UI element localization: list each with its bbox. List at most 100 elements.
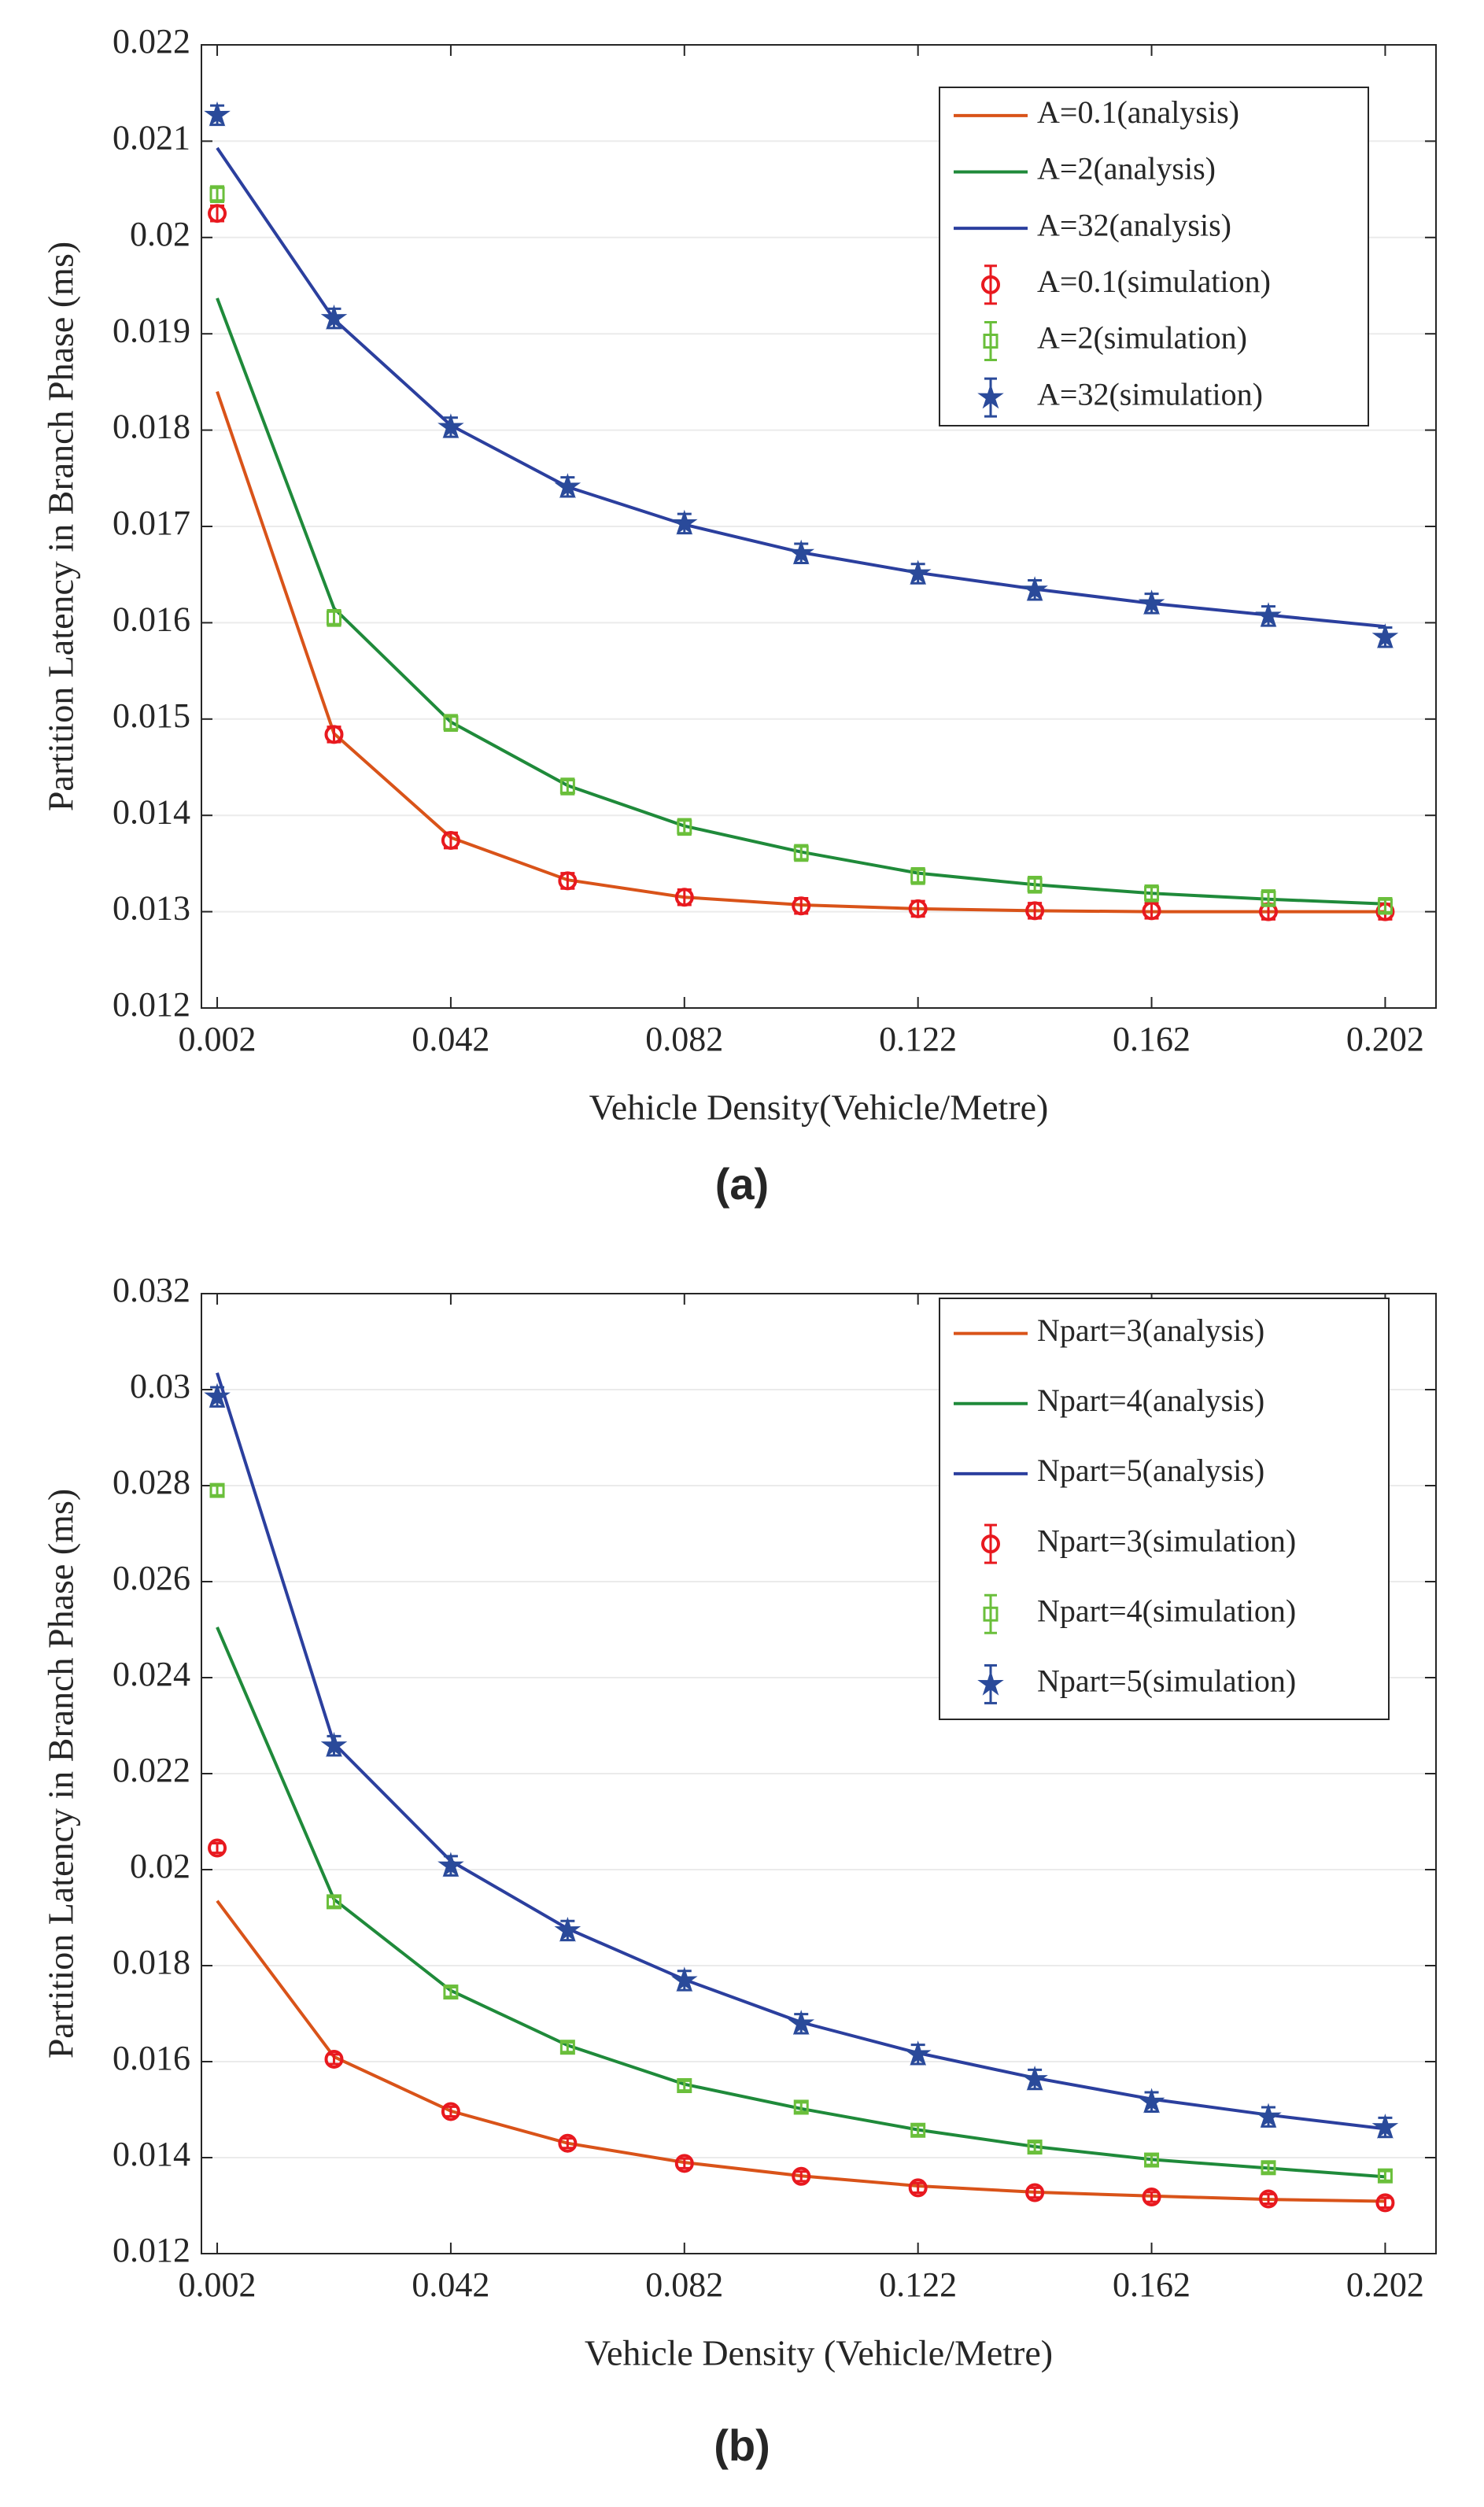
marker — [324, 725, 344, 744]
x-tick-label: 0.122 — [879, 2265, 957, 2304]
marker — [793, 2099, 809, 2115]
marker — [983, 1606, 999, 1622]
marker — [209, 1482, 225, 1498]
marker — [792, 896, 811, 916]
marker — [320, 304, 348, 330]
error-bar — [1028, 2140, 1043, 2154]
marker — [209, 186, 225, 202]
legend-label: Npart=4(simulation) — [1037, 1593, 1296, 1628]
marker — [558, 871, 578, 891]
marker — [793, 845, 809, 861]
y-tick-label: 0.032 — [113, 1271, 190, 1309]
marker — [674, 888, 694, 907]
x-tick-label: 0.122 — [879, 1020, 957, 1058]
y-tick-label: 0.012 — [113, 985, 190, 1024]
y-axis-label: Partition Latency in Branch Phase (ms) — [41, 1489, 81, 2058]
marker — [441, 831, 460, 851]
error-bar — [210, 1484, 225, 1497]
y-tick-label: 0.019 — [113, 311, 190, 349]
plot-frame — [201, 1293, 1437, 2254]
legend-box — [939, 87, 1369, 426]
error-bar — [1261, 2162, 1275, 2174]
marker — [559, 2040, 575, 2055]
y-tick-label: 0.028 — [113, 1463, 190, 1501]
marker — [1261, 2160, 1276, 2176]
error-bar — [794, 2101, 809, 2114]
marker — [437, 413, 464, 439]
marker — [1255, 602, 1282, 628]
marker — [1142, 901, 1161, 921]
marker — [558, 2133, 578, 2153]
marker — [1377, 2168, 1393, 2184]
marker — [910, 2122, 926, 2138]
marker — [326, 610, 341, 626]
marker — [910, 868, 926, 884]
error-bar — [910, 2124, 925, 2136]
marker — [671, 1966, 698, 1992]
error-bar — [443, 1985, 458, 1999]
marker — [559, 778, 575, 794]
error-bar — [1144, 2154, 1159, 2166]
error-bar — [560, 2041, 575, 2054]
marker — [977, 1670, 1004, 1696]
marker — [677, 2078, 692, 2093]
series-line — [216, 390, 1386, 914]
x-tick-label: 0.082 — [645, 1020, 723, 1058]
marker — [437, 1852, 464, 1877]
y-tick-label: 0.022 — [113, 1751, 190, 1789]
marker — [554, 1916, 581, 1942]
y-tick-label: 0.013 — [113, 889, 190, 928]
y-tick-label: 0.018 — [113, 1943, 190, 1981]
marker — [1138, 589, 1165, 615]
y-tick-label: 0.02 — [130, 215, 190, 253]
legend-label: A=0.1(analysis) — [1037, 94, 1239, 130]
legend-label: A=32(analysis) — [1037, 207, 1231, 242]
y-tick-label: 0.022 — [113, 22, 190, 61]
chart: 0.012 0.013 0.014 0.015 0.016 0.017 0.018 0.019… — [41, 22, 1437, 1209]
marker — [320, 1731, 348, 1757]
marker — [1371, 2113, 1399, 2139]
marker — [788, 2010, 815, 2036]
marker — [788, 539, 815, 565]
y-tick-label: 0.017 — [113, 504, 190, 542]
y-axis-label: Partition Latency in Branch Phase (ms) — [41, 242, 81, 811]
y-tick-label: 0.018 — [113, 408, 190, 446]
y-tick-label: 0.016 — [113, 2039, 190, 2077]
marker — [204, 101, 231, 127]
x-tick-label: 0.202 — [1346, 2265, 1424, 2304]
marker — [1377, 898, 1393, 914]
chart: 0.012 0.014 0.016 0.018 0.02 0.022 0.024 0.026 0… — [41, 1271, 1437, 2470]
marker — [1027, 2140, 1043, 2155]
marker — [1261, 890, 1276, 906]
marker — [326, 1894, 341, 1910]
marker — [1142, 2188, 1161, 2207]
marker — [981, 1534, 1000, 1554]
y-tick-label: 0.014 — [113, 2135, 190, 2173]
marker — [554, 473, 581, 499]
marker — [443, 1985, 459, 2000]
y-tick-label: 0.016 — [113, 600, 190, 638]
marker — [981, 275, 1000, 294]
marker — [1027, 877, 1043, 892]
marker — [983, 334, 999, 349]
marker — [671, 509, 698, 535]
marker — [208, 204, 227, 223]
legend-label: A=2(simulation) — [1037, 320, 1247, 356]
legend-box — [939, 1298, 1390, 1720]
marker — [1144, 885, 1160, 901]
x-tick-label: 0.002 — [179, 1020, 257, 1058]
marker — [908, 899, 928, 918]
x-tick-label: 0.082 — [645, 2265, 723, 2304]
marker — [204, 1383, 231, 1409]
y-tick-label: 0.014 — [113, 792, 190, 831]
y-tick-label: 0.03 — [130, 1367, 190, 1405]
y-tick-label: 0.026 — [113, 1559, 190, 1597]
marker — [908, 2178, 928, 2198]
marker — [324, 2049, 344, 2069]
marker — [1138, 2088, 1165, 2114]
caption: (a) — [715, 1159, 769, 1209]
marker — [677, 819, 692, 835]
marker — [1258, 2189, 1278, 2209]
x-tick-label: 0.002 — [179, 2265, 257, 2304]
error-bar — [210, 1841, 225, 1855]
